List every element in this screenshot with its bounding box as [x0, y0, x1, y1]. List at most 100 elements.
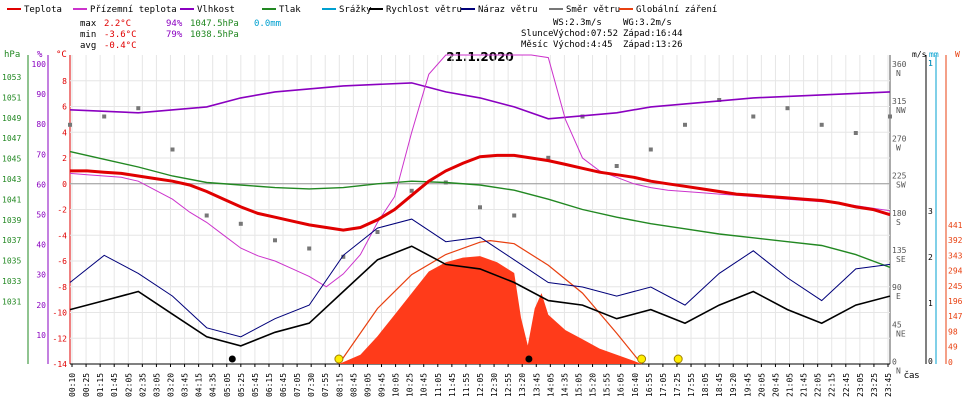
- x-axis: 00:10 00:25 01:15 01:45 02:05 02:35 03:05 03:20…: [68, 364, 893, 397]
- legend-label: Rychlost větru: [386, 5, 462, 15]
- x-tick-label: 01:45: [110, 373, 119, 397]
- legend-label: Teplota: [24, 5, 62, 15]
- legend-label: Globální záření: [636, 5, 717, 15]
- right-axes: m/s mm W360N315NW270W225SW180S135SE90E45NE…: [889, 50, 963, 376]
- legend-label: Tlak: [279, 5, 301, 15]
- hpa-tick-label: 1037: [2, 236, 21, 245]
- ms-tick-label: 1: [928, 59, 933, 68]
- x-tick-label: 06:45: [279, 373, 288, 397]
- dir-tick-name: NW: [896, 106, 906, 115]
- ms-tick-label: 2: [928, 253, 933, 262]
- pct-tick-label: 100: [32, 60, 47, 69]
- x-tick-label: 07:55: [321, 373, 330, 397]
- wind-direction-point: [102, 114, 107, 119]
- stat-value: min: [80, 30, 96, 40]
- moonrise-marker: [228, 355, 236, 363]
- x-tick-label: 22:15: [828, 373, 837, 397]
- x-tick-label: 20:45: [771, 373, 780, 397]
- temp-tick-label: 6: [62, 103, 67, 112]
- dir-tick-value: 360: [892, 60, 907, 69]
- wind-direction-point: [170, 147, 175, 152]
- x-tick-label: 18:05: [701, 373, 710, 397]
- temp-tick-label: -4: [57, 231, 67, 240]
- x-tick-label: 11:55: [462, 373, 471, 397]
- x-tick-label: 11:45: [448, 373, 457, 397]
- x-tick-label: 03:05: [152, 373, 161, 397]
- temp-tick-label: 4: [62, 128, 67, 137]
- pct-tick-label: 10: [36, 331, 46, 340]
- wm2-axis-label: W: [955, 50, 960, 59]
- dir-tick-value: 45: [892, 320, 902, 329]
- hpa-axis-label: hPa: [4, 50, 20, 60]
- x-tick-label: 12:05: [476, 373, 485, 397]
- wind-gust-info: WG:3.2m/s: [623, 18, 672, 28]
- sunrise-marker: [334, 354, 344, 364]
- x-tick-label: 13:45: [532, 373, 541, 397]
- x-tick-label: 01:15: [96, 373, 105, 397]
- x-tick-label: 15:05: [574, 373, 583, 397]
- wm2-tick-label: 0: [948, 358, 953, 367]
- x-tick-label: 10:05: [392, 373, 401, 397]
- pct-tick-label: 60: [36, 180, 46, 189]
- ms-axis-label: m/s: [912, 50, 927, 59]
- temp-tick-label: -14: [53, 360, 68, 369]
- hpa-tick-label: 1039: [2, 216, 21, 225]
- wind-direction-point: [888, 114, 892, 119]
- pct-tick-label: 30: [36, 271, 46, 280]
- dir-tick-name: S: [896, 218, 901, 227]
- stat-value: 79%: [166, 30, 183, 40]
- dir-tick-value: 0: [892, 358, 897, 367]
- dir-tick-value: 225: [892, 172, 907, 181]
- wind-direction-point: [238, 221, 243, 226]
- temp-tick-label: -10: [53, 309, 68, 318]
- ms-tick-label: 1: [928, 59, 933, 68]
- x-tick-label: 07:05: [293, 373, 302, 397]
- stat-value: max: [80, 19, 97, 29]
- wm2-tick-label: 196: [948, 297, 963, 306]
- legend-label: Vlhkost: [197, 5, 235, 15]
- temp-axis-label: °C: [56, 50, 67, 60]
- moonrise-info: Východ:4:45: [553, 40, 613, 50]
- x-tick-label: 03:20: [166, 373, 175, 397]
- x-tick-label: 17:05: [659, 373, 668, 397]
- wind-direction-point: [307, 246, 312, 251]
- wm2-tick-label: 392: [948, 236, 963, 245]
- wind-direction-point: [751, 114, 756, 119]
- x-tick-label: 22:45: [842, 373, 851, 397]
- x-tick-label: 23:25: [870, 373, 879, 397]
- stats-block: max 2.2°C 94% 1047.5hPa 0.0mm min -3.6°C 79% 103…: [80, 18, 683, 51]
- x-tick-label: 16:40: [631, 373, 640, 397]
- dir-tick-value: 315: [892, 97, 907, 106]
- x-tick-label: 10:45: [420, 373, 429, 397]
- x-tick-label: 18:45: [715, 373, 724, 397]
- dir-tick-name: SE: [896, 255, 906, 264]
- x-tick-label: 14:05: [546, 373, 555, 397]
- plot-area: [68, 54, 892, 365]
- wind-direction-point: [204, 213, 209, 218]
- x-tick-label: 09:05: [363, 373, 372, 397]
- x-tick-label: 04:35: [209, 373, 218, 397]
- x-tick-label: 20:05: [757, 373, 766, 397]
- temp-tick-label: 0: [62, 180, 67, 189]
- pct-tick-label: 70: [36, 150, 46, 159]
- hpa-tick-label: 1047: [2, 134, 21, 143]
- hpa-tick-label: 1051: [2, 93, 21, 102]
- hpa-tick-label: 1033: [2, 277, 21, 286]
- wind-direction-point: [273, 238, 277, 243]
- wind-direction-point: [785, 106, 790, 111]
- temp-tick-label: -8: [57, 283, 67, 292]
- legend-label: Přízemní teplota: [90, 5, 177, 15]
- stat-value: 94%: [166, 19, 183, 29]
- x-tick-label: 05:05: [223, 373, 232, 397]
- hpa-tick-label: 1043: [2, 175, 21, 184]
- wm2-tick-label: 343: [948, 251, 963, 260]
- wind-direction-point: [136, 106, 141, 111]
- moonset-marker: [525, 355, 533, 363]
- hpa-tick-label: 1049: [2, 114, 21, 123]
- hpa-tick-label: 1031: [2, 297, 21, 306]
- hpa-tick-label: 1053: [2, 73, 21, 82]
- x-tick-label: 21:45: [800, 373, 809, 397]
- x-tick-label: 16:55: [645, 373, 654, 397]
- x-tick-label: 05:45: [251, 373, 260, 397]
- x-tick-label: 02:35: [138, 373, 147, 397]
